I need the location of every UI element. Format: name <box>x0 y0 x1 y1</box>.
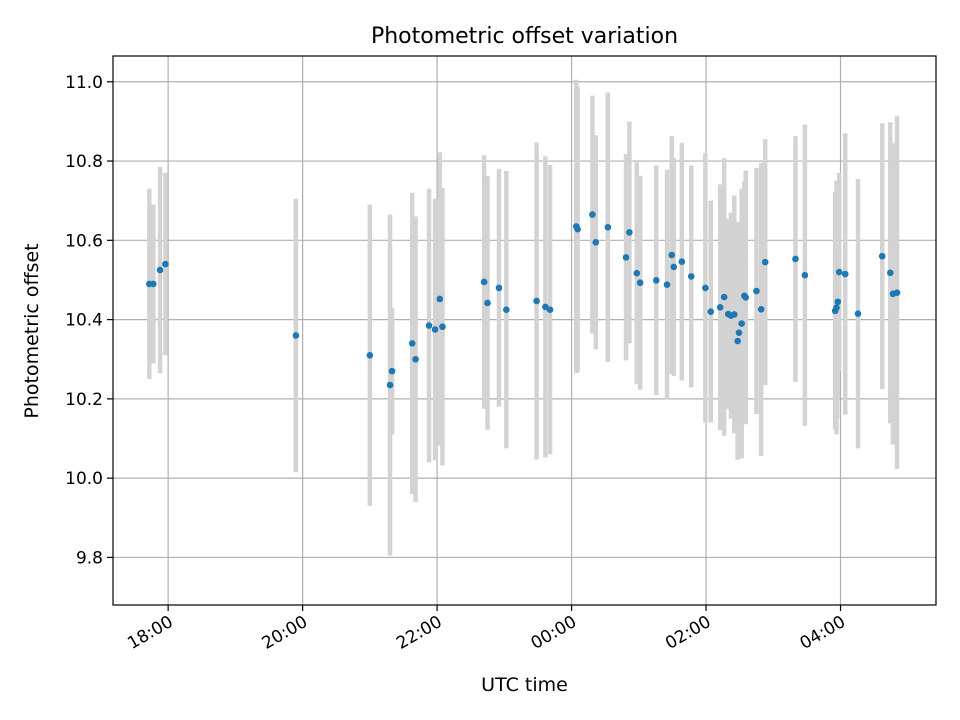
data-point <box>652 277 660 284</box>
data-point <box>626 229 633 236</box>
plot-area-frame <box>112 55 937 606</box>
data-point <box>292 332 300 339</box>
data-point <box>150 280 157 288</box>
data-point <box>663 281 671 289</box>
data-point <box>735 329 743 336</box>
y-tick-label: 11.0 <box>65 73 103 93</box>
data-point <box>388 367 396 375</box>
data-point <box>761 258 769 266</box>
y-tick-label: 10.2 <box>65 390 103 410</box>
data-point <box>801 271 809 279</box>
data-point <box>707 308 715 315</box>
x-tick-label: 18:00 <box>124 612 176 654</box>
data-point <box>834 298 842 306</box>
data-point <box>604 223 612 231</box>
data-point <box>636 279 644 287</box>
data-point <box>854 310 862 317</box>
data-point <box>425 322 433 329</box>
data-point <box>893 289 901 296</box>
data-point <box>574 225 581 233</box>
data-point <box>431 326 439 333</box>
grid <box>113 56 936 605</box>
data-point <box>156 266 164 274</box>
data-point <box>503 306 510 313</box>
x-tick-label: 22:00 <box>393 612 445 654</box>
y-tick-label: 10.4 <box>65 311 103 331</box>
data-point <box>546 306 554 313</box>
x-axis-ticks: 18:00 20:00 22:00 00:00 02:00 04:00 <box>124 605 849 654</box>
data-point <box>753 287 760 295</box>
data-point <box>622 254 630 261</box>
data-point <box>702 284 709 292</box>
data-point <box>412 355 419 363</box>
x-axis-label: UTC time <box>481 674 568 696</box>
data-point <box>162 260 169 268</box>
y-axis-label: Photometric offset <box>21 243 43 418</box>
y-tick-label: 9.8 <box>76 548 103 568</box>
x-tick-label: 04:00 <box>797 612 849 654</box>
data-point <box>687 273 695 280</box>
data-point <box>668 251 676 259</box>
data-point <box>386 381 394 389</box>
data-point <box>841 270 849 278</box>
data-point <box>592 239 600 246</box>
data-point <box>835 268 843 276</box>
y-tick-label: 10.0 <box>65 469 103 489</box>
data-point <box>738 320 745 327</box>
data-point <box>439 323 446 331</box>
data-point <box>833 304 840 312</box>
data-point <box>742 294 750 301</box>
data-point <box>878 252 886 260</box>
data-point <box>886 269 894 277</box>
data-point <box>495 284 503 292</box>
x-tick-label: 00:00 <box>528 612 580 654</box>
data-point <box>480 278 488 286</box>
data-point <box>633 269 641 277</box>
data-point <box>757 305 765 313</box>
data-point <box>792 255 799 263</box>
data-point <box>734 337 741 345</box>
y-axis-ticks: 9.8 10.0 10.2 10.4 10.6 10.8 11.0 <box>65 73 113 568</box>
data-point <box>533 297 540 305</box>
data-point <box>716 304 724 311</box>
data-point <box>589 211 596 218</box>
y-tick-label: 10.8 <box>65 152 103 172</box>
data-point <box>436 295 444 303</box>
x-tick-label: 02:00 <box>662 612 714 654</box>
data-point <box>730 311 738 318</box>
data-point <box>484 299 491 307</box>
chart-title: Photometric offset variation <box>371 24 678 49</box>
errorbars <box>147 79 900 556</box>
data-points <box>146 211 901 389</box>
data-point <box>670 263 678 271</box>
data-point <box>678 258 686 266</box>
data-point <box>720 293 728 301</box>
data-point <box>408 340 416 347</box>
data-point <box>366 351 374 359</box>
y-tick-label: 10.6 <box>65 231 103 251</box>
x-tick-label: 20:00 <box>259 612 311 654</box>
